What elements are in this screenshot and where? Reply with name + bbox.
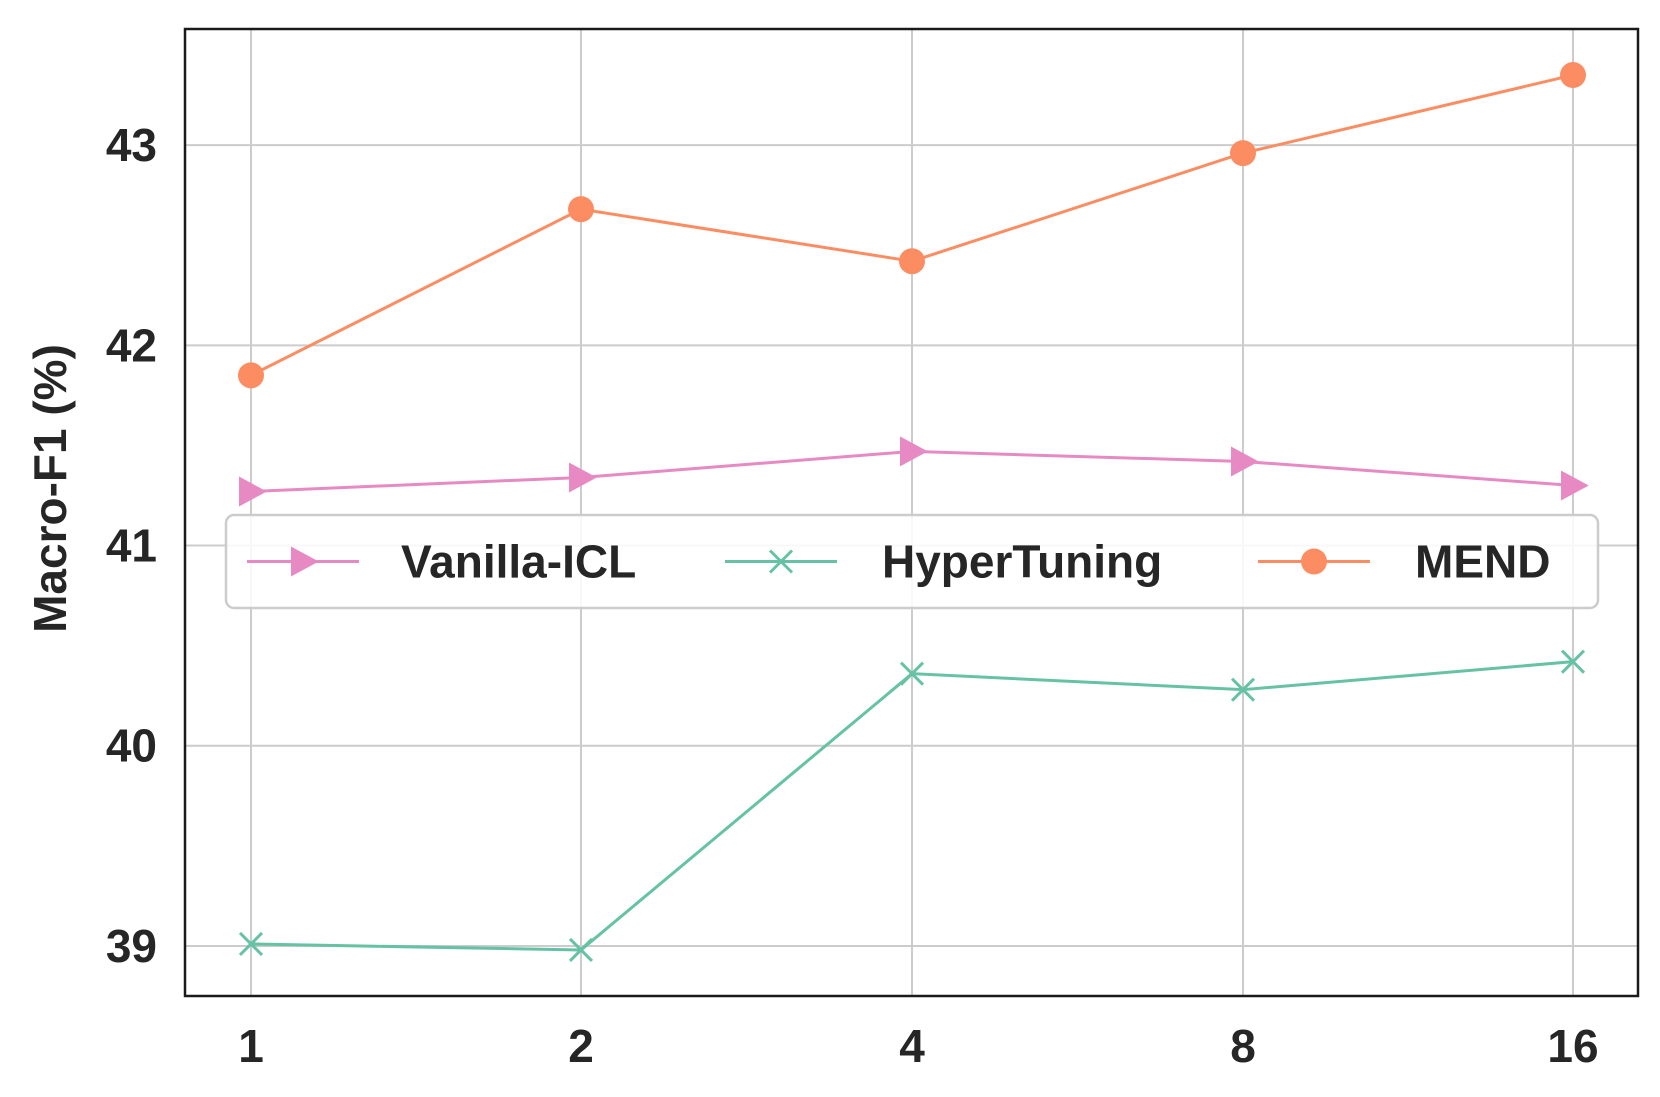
y-tick-label: 39 [106,920,157,972]
legend-label: MEND [1415,536,1550,588]
legend-item-vanilla-icl: Vanilla-ICL [247,536,636,588]
x-tick-label: 2 [568,1020,594,1072]
series-mend [238,62,1586,389]
data-point-hypertuning [1230,677,1256,702]
legend-item-hypertuning: HyperTuning [725,536,1162,588]
data-point-hypertuning [1560,649,1586,674]
legend-label: HyperTuning [882,536,1162,588]
x-tick-label: 1 [238,1020,264,1072]
legend-marker-vanilla-icl [291,546,319,577]
x-tick-label: 16 [1547,1020,1598,1072]
y-axis-title: Macro-F1 (%) [24,344,76,633]
x-tick-label: 4 [899,1020,925,1072]
data-point-hypertuning [568,937,594,963]
y-tick-label: 40 [106,720,157,772]
data-point-vanilla-icl [900,436,928,467]
data-point-vanilla-icl [569,462,597,493]
data-point-mend [899,248,925,275]
series-hypertuning [238,649,1586,963]
legend-label: Vanilla-ICL [401,536,636,588]
legend-marker-hypertuning [768,549,794,574]
legend-box [224,513,1600,610]
legend-item-mend: MEND [1258,536,1550,588]
series-vanilla-icl [239,436,1589,507]
data-point-vanilla-icl [239,476,267,507]
data-point-mend [238,362,264,389]
y-tick-label: 41 [106,520,157,572]
data-point-hypertuning [899,661,925,686]
data-point-vanilla-icl [1561,470,1589,501]
y-tick-label: 42 [106,319,157,371]
x-tick-label: 8 [1230,1020,1256,1072]
legend-marker-mend [1301,548,1327,575]
data-point-mend [1230,140,1256,167]
series-layer [238,62,1589,963]
data-point-vanilla-icl [1231,446,1259,477]
data-point-mend [568,196,594,223]
tick-labels: 1 2 4 8 16 39 40 41 42 43 [106,119,1599,1072]
data-point-hypertuning [238,931,264,957]
plot-frame [183,27,1640,998]
y-tick-label: 43 [106,119,157,171]
data-point-mend [1560,62,1586,89]
legend: Vanilla-ICL HyperTuning MEND [224,513,1600,610]
